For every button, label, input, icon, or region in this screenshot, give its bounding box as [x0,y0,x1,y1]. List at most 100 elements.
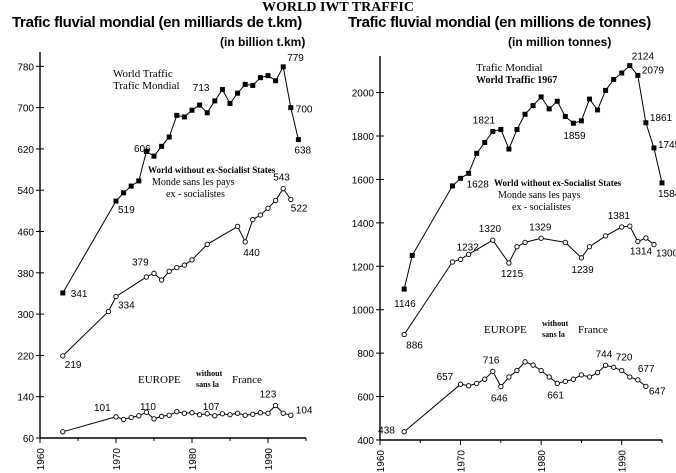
right-series-2-point [490,368,496,375]
page-title: WORLD IWT TRAFFIC [262,0,414,15]
left-series-0-data-label: 638 [294,146,311,157]
right-series-2-point [401,429,407,435]
left-series-1-data-label: 440 [243,248,260,259]
left-series-2-point [272,402,279,409]
left-series-1-data-label: 379 [132,257,149,268]
right-series-0-data-label: 1745 [658,140,676,151]
right-chart-subtitle: (in million tonnes) [508,35,612,49]
left-series-2-point [120,416,127,423]
right-series-0-data-label: 1859 [563,131,586,142]
right-series-0-point [482,140,488,146]
left-series-2-data-label: 107 [203,402,220,413]
left-series-1-data-label: 334 [118,301,135,312]
left-series-0-point [235,90,241,96]
left-series-1-point [204,241,210,248]
right-y-tick-label: 800 [357,349,374,360]
left-series-1-point [234,223,241,230]
right-series-0-point [498,126,504,132]
left-series-2-point [158,413,165,419]
right-series-0-point [659,180,665,186]
left-series-0-data-label: 700 [296,105,313,116]
right-series-1-legend: World without ex-Socialist States [494,178,622,188]
right-series-2-point [594,370,601,376]
right-series-2-data-label: 716 [483,355,500,366]
left-series-1-legend: Monde sans les pays [152,177,235,188]
left-series-0-point [136,178,142,184]
right-series-0-legend: Trafic Mondial [476,62,543,74]
right-series-2-point [602,362,609,368]
right-series-0-point [530,103,536,109]
right-series-2-point [514,367,520,374]
right-series-2-point [546,374,552,380]
right-series-1-point [602,233,609,239]
left-series-2-point [242,412,248,418]
left-y-tick-label: 460 [17,228,34,239]
left-series-0-point [166,134,172,140]
right-series-0-point [514,126,520,132]
left-series-0-data-label: 341 [71,289,88,300]
left-series-1-point [60,353,66,359]
left-y-tick-label: 700 [17,104,34,115]
right-series-0-point [586,96,592,102]
left-series-2-point [288,412,294,418]
right-series-2-point [474,380,480,387]
left-series-0-point [159,143,165,149]
right-series-1-point [651,241,657,248]
right-series-0-point [627,63,633,69]
left-series-2-legend: France [232,374,262,386]
left-series-1-point [151,270,157,276]
left-y-tick-label: 540 [17,186,34,197]
right-series-1-point [506,260,512,266]
left-series-1-point [166,268,172,274]
right-series-0-data-label: 1861 [650,113,673,124]
left-series-2-point [181,410,188,416]
right-y-tick-label: 1200 [352,262,375,273]
right-x-tick-label: 1980 [537,450,548,473]
left-series-1-point [181,262,188,268]
right-series-0-point [522,111,528,117]
right-series-0-data-label: 1821 [473,115,496,126]
left-series-1-point [143,274,150,280]
left-series-0-point [295,137,301,143]
right-series-1-data-label: 1232 [457,242,480,253]
left-y-tick-label: 780 [17,62,34,73]
right-series-2-legend: EUROPE [484,324,527,336]
right-x-tick-label: 1970 [457,450,468,473]
left-series-0-data-label: 713 [193,83,210,94]
left-series-1-point [158,277,165,283]
right-series-1-point [490,237,496,243]
left-series-0-legend: Trafic Mondial [113,80,180,92]
left-chart-subtitle: (in billion t.km) [220,35,306,49]
left-x-tick-label: 1990 [264,448,275,471]
right-series-0-point [619,70,625,76]
right-series-0-point [466,170,472,176]
right-y-tick-label: 1800 [352,132,375,143]
right-series-0-point [490,128,496,134]
left-series-2-point [257,410,264,416]
right-series-2-point [619,367,625,374]
left-series-1-point [250,216,256,223]
left-series-0-point [174,112,180,118]
left-series-2-point [166,412,172,418]
left-series-2-legend: sans la [196,380,219,389]
left-series-0-point [273,78,279,84]
left-series-2-point [250,411,256,417]
left-series-2-point [280,410,286,416]
left-series-0-point [257,75,263,81]
left-series-1-point [288,196,294,203]
right-series-2-point [522,359,528,365]
right-series-2-data-label: 677 [638,364,655,375]
left-series-2-data-label: 101 [94,403,111,414]
right-x-tick-label: 1960 [376,450,387,473]
right-series-2-legend: sans la [542,330,565,339]
left-y-tick-label: 220 [17,351,34,362]
right-series-2-point [465,383,472,389]
right-x-tick-label: 1990 [618,450,629,473]
right-series-0-point [562,113,568,119]
left-series-0-point [128,183,134,189]
right-series-1-data-label: 1215 [501,269,524,280]
left-series-0-point [227,100,233,106]
right-series-2-data-label: 646 [491,394,508,405]
right-y-tick-label: 1400 [352,219,375,230]
